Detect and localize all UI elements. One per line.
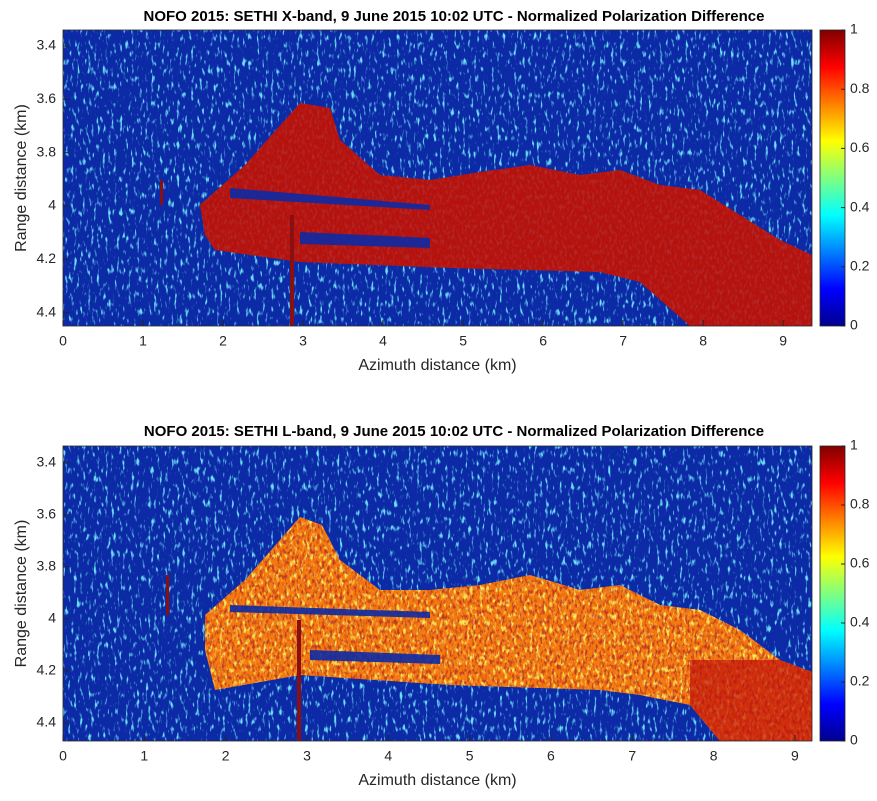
y-tick-label: 3.8 xyxy=(37,558,57,574)
colorbar xyxy=(819,29,846,327)
x-tick-label: 6 xyxy=(539,333,547,349)
y-tick-label: 3.8 xyxy=(37,143,57,159)
x-tick-label: 2 xyxy=(219,333,227,349)
colorbar-tick-label: 0.6 xyxy=(850,555,870,571)
colorbar-tick-label: 1 xyxy=(850,21,858,37)
x-tick-label: 9 xyxy=(791,748,799,764)
x-tick-label: 1 xyxy=(140,748,148,764)
x-tick-label: 4 xyxy=(384,748,392,764)
plot-frame xyxy=(62,445,813,742)
colorbar-tick-label: 0 xyxy=(850,732,858,748)
chart-title: NOFO 2015: SETHI X-band, 9 June 2015 10:… xyxy=(143,8,764,25)
y-tick-label: 3.4 xyxy=(37,37,57,53)
y-axis-label: Range distance (km) xyxy=(13,520,30,668)
x-tick-label: 3 xyxy=(303,748,311,764)
x-tick-label: 5 xyxy=(466,748,474,764)
x-axis-label: Azimuth distance (km) xyxy=(358,772,516,789)
y-tick-label: 4 xyxy=(48,610,56,626)
x-tick-label: 9 xyxy=(779,333,787,349)
x-tick-label: 1 xyxy=(139,333,147,349)
colorbar-tick-label: 0.2 xyxy=(850,673,870,689)
y-tick-label: 4 xyxy=(48,197,56,213)
x-tick-label: 0 xyxy=(59,748,67,764)
x-tick-label: 6 xyxy=(547,748,555,764)
colorbar-tick-label: 0.8 xyxy=(850,80,870,96)
colorbar-tick-label: 0.4 xyxy=(850,614,870,630)
x-tick-label: 0 xyxy=(59,333,67,349)
colorbar-tick-label: 0.4 xyxy=(850,198,870,214)
x-tick-label: 3 xyxy=(299,333,307,349)
x-tick-label: 8 xyxy=(710,748,718,764)
x-tick-label: 7 xyxy=(628,748,636,764)
heatmap-image xyxy=(63,446,812,741)
y-tick-label: 4.2 xyxy=(37,250,57,266)
colorbar-tick-label: 1 xyxy=(850,437,858,453)
colorbar-tick-label: 0 xyxy=(850,317,858,333)
x-tick-label: 2 xyxy=(222,748,230,764)
colorbar-tick-label: 0.8 xyxy=(850,496,870,512)
heatmap-image xyxy=(63,30,812,326)
y-tick-label: 3.6 xyxy=(37,90,57,106)
colorbar-tick-label: 0.2 xyxy=(850,258,870,274)
x-tick-label: 7 xyxy=(619,333,627,349)
y-tick-label: 3.4 xyxy=(37,454,57,470)
y-tick-label: 4.2 xyxy=(37,662,57,678)
x-tick-label: 4 xyxy=(379,333,387,349)
x-tick-label: 8 xyxy=(699,333,707,349)
y-tick-label: 4.4 xyxy=(37,303,57,319)
colorbar xyxy=(819,445,846,742)
colorbar-tick-label: 0.6 xyxy=(850,139,870,155)
y-axis-label: Range distance (km) xyxy=(13,104,30,252)
plot-frame xyxy=(62,29,813,327)
y-tick-label: 3.6 xyxy=(37,506,57,522)
y-tick-label: 4.4 xyxy=(37,714,57,730)
x-axis-label: Azimuth distance (km) xyxy=(358,357,516,374)
chart-title: NOFO 2015: SETHI L-band, 9 June 2015 10:… xyxy=(144,423,764,440)
x-tick-label: 5 xyxy=(459,333,467,349)
